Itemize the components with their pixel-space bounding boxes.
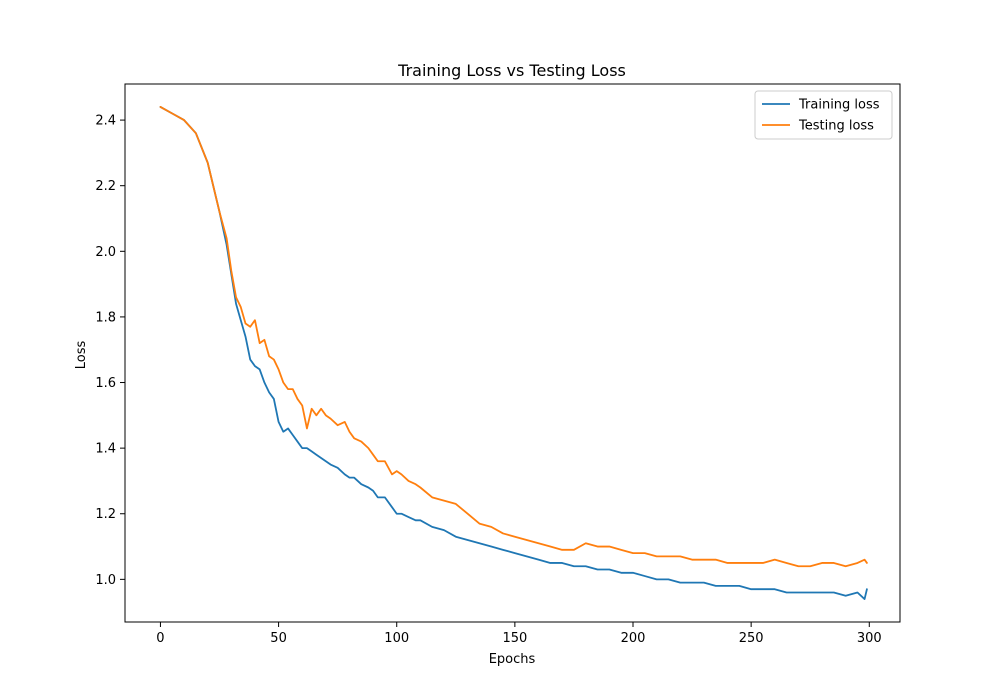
x-tick-label: 0: [156, 631, 164, 646]
legend-label: Testing loss: [798, 119, 874, 134]
plot-area: [124, 83, 901, 623]
y-tick-label: 2.4: [95, 114, 116, 129]
x-tick-label: 200: [621, 631, 646, 646]
x-axis-label: Epochs: [489, 652, 536, 667]
x-tick-label: 250: [739, 631, 764, 646]
y-axis-label: Loss: [74, 341, 89, 370]
y-tick-label: 2.0: [95, 245, 116, 260]
x-tick-label: 100: [384, 631, 409, 646]
x-axis: 0 50 100 150 200 250 300: [156, 622, 882, 646]
x-tick-label: 300: [857, 631, 882, 646]
y-tick-label: 1.8: [95, 310, 116, 325]
y-tick-label: 1.0: [95, 573, 116, 588]
legend-label: Training loss: [798, 98, 880, 113]
legend: Training loss Testing loss: [754, 90, 893, 140]
y-tick-label: 1.6: [95, 376, 116, 391]
x-tick-label: 50: [270, 631, 287, 646]
chart-title: Training Loss vs Testing Loss: [397, 61, 626, 80]
axes-frame: [124, 83, 901, 623]
series-line-testing-loss: [159, 106, 868, 568]
y-tick-label: 1.2: [95, 507, 116, 522]
series-line-training-loss: [159, 106, 868, 600]
y-tick-label: 2.2: [95, 179, 116, 194]
x-tick-label: 150: [502, 631, 527, 646]
y-tick-label: 1.4: [95, 442, 116, 457]
y-axis: 1.0 1.2 1.4 1.6 1.8 2.0 2.2 2.4: [95, 114, 125, 588]
legend-box: [754, 90, 893, 140]
